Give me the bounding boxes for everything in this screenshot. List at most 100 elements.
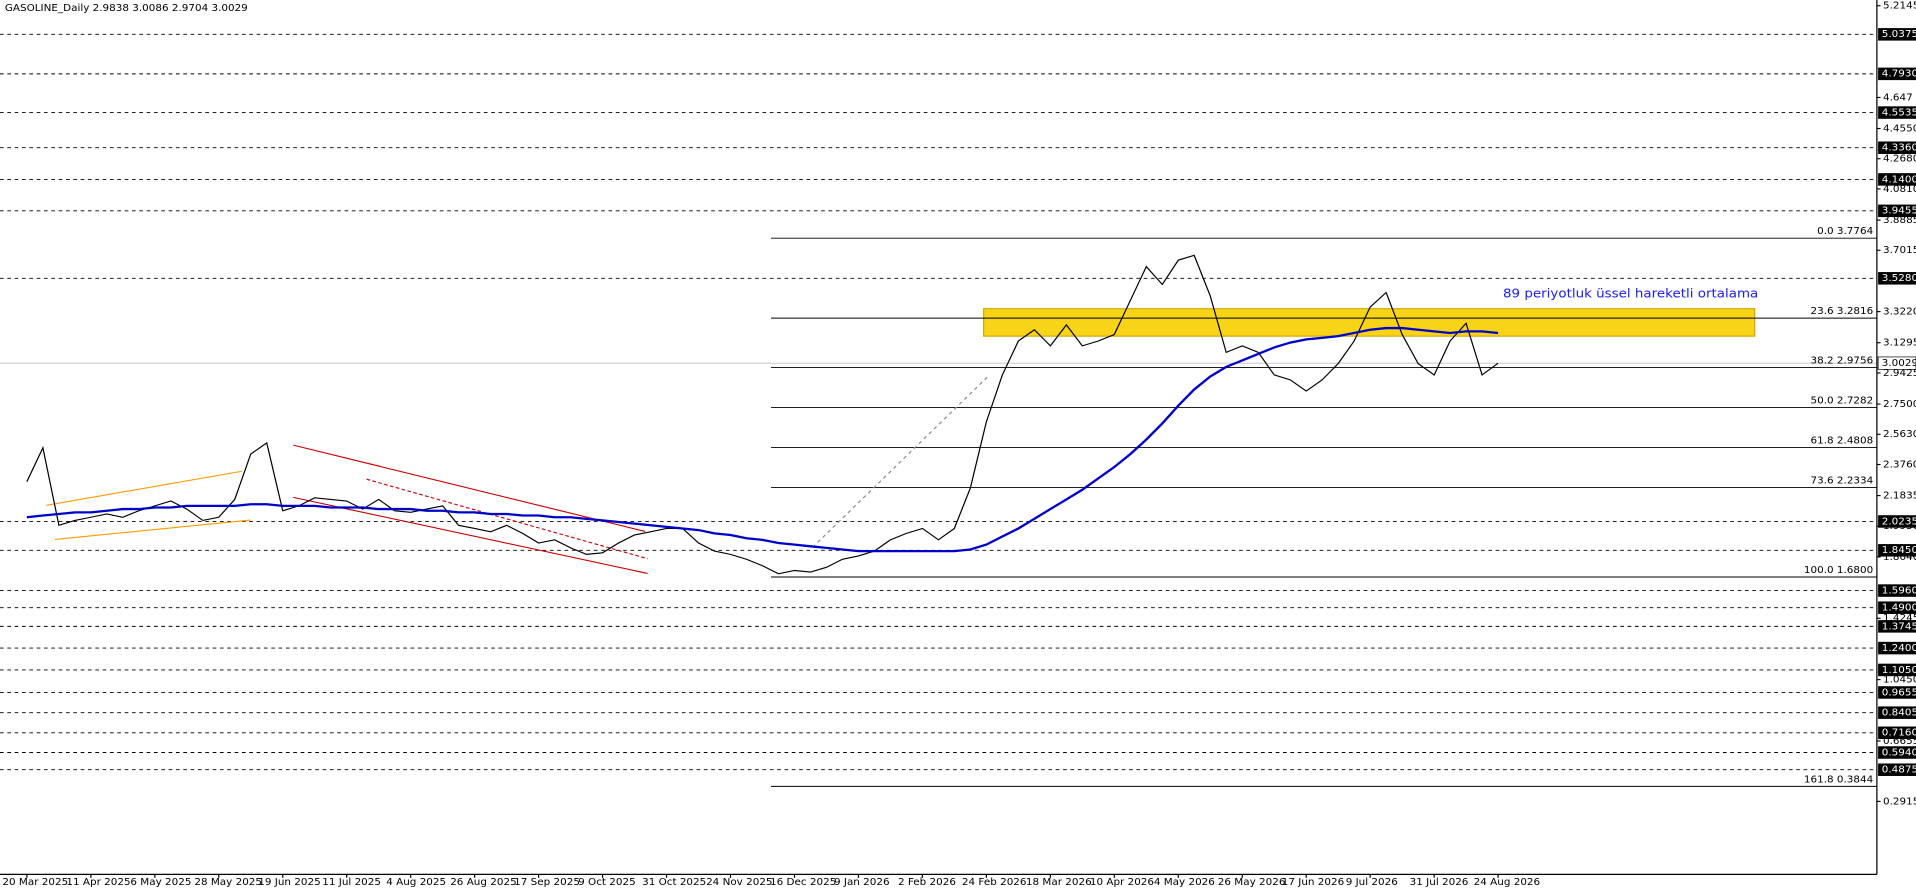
- current-price-box: [1877, 356, 1916, 370]
- y-tick-label: 2.9425: [1883, 368, 1916, 379]
- level-label-box: [1878, 272, 1916, 285]
- x-tick-label: 18 Mar 2026: [1026, 878, 1092, 888]
- channel-line: [366, 478, 648, 560]
- ema-line: [26, 326, 1499, 553]
- x-tick-label: 26 Aug 2025: [450, 878, 516, 888]
- y-tick-label: 4.4550: [1883, 124, 1916, 135]
- level-label-box: [1878, 620, 1916, 633]
- x-tick-label: 19 Jun 2025: [258, 878, 320, 888]
- fib-label: 0.0 3.7764: [1817, 227, 1873, 238]
- x-tick-label: 9 Oct 2025: [578, 878, 636, 888]
- level-label: 0.8405: [1882, 708, 1916, 719]
- level-label-box: [1878, 544, 1916, 557]
- y-tick-label: 3.8885: [1883, 215, 1916, 226]
- fib-label: 23.6 3.2816: [1811, 307, 1874, 318]
- fib-label: 50.0 2.7282: [1811, 396, 1874, 407]
- x-tick-label: 17 Jun 2026: [1282, 878, 1344, 888]
- x-tick-label: 24 Feb 2026: [962, 878, 1027, 888]
- x-tick-label: 26 May 2026: [1218, 878, 1286, 888]
- level-label: 5.0375: [1882, 30, 1916, 41]
- chart-title: GASOLINE_Daily 2.9838 3.0086 2.9704 3.00…: [5, 3, 248, 14]
- y-tick-label: 4.0810: [1883, 184, 1916, 195]
- level-label-box: [1878, 584, 1916, 597]
- x-tick-label: 11 Jul 2025: [322, 878, 381, 888]
- fib-label: 38.2 2.9756: [1811, 356, 1874, 367]
- channels: [46, 374, 991, 575]
- x-tick-label: 20 Mar 2025: [2, 878, 68, 888]
- current-price-label: 3.0029: [1882, 358, 1916, 369]
- channel-line: [46, 470, 243, 506]
- x-tick-label: 4 May 2026: [1154, 878, 1215, 888]
- y-tick-label: 0.2915: [1883, 797, 1916, 808]
- level-label-box: [1878, 663, 1916, 677]
- level-label-box: [1878, 601, 1916, 614]
- level-label: 4.5535: [1882, 108, 1916, 119]
- x-tick-label: 24 Nov 2025: [706, 878, 772, 888]
- level-label: 1.2400: [1882, 643, 1916, 654]
- y-tick-label: 0.6655: [1883, 736, 1916, 747]
- channel-line: [54, 519, 251, 540]
- level-label-box: [1878, 141, 1916, 154]
- channel-line: [293, 444, 646, 532]
- level-label: 3.9455: [1882, 206, 1916, 217]
- x-tick-label: 6 May 2025: [130, 878, 191, 888]
- x-tick-label: 31 Oct 2025: [642, 878, 706, 888]
- x-tick-label: 4 Aug 2025: [386, 878, 446, 888]
- y-tick-label: 2.3760: [1883, 460, 1916, 471]
- y-tick-label: 3.3220: [1883, 307, 1916, 318]
- level-label-box: [1878, 106, 1916, 119]
- level-label: 0.4875: [1882, 765, 1916, 776]
- fib-label: 73.6 2.2334: [1811, 476, 1874, 487]
- level-label-box: [1878, 746, 1916, 759]
- level-label: 4.1400: [1882, 175, 1916, 186]
- level-label: 1.8450: [1882, 546, 1916, 557]
- level-label-box: [1878, 706, 1916, 719]
- level-label: 1.4900: [1882, 603, 1916, 614]
- x-tick-label: 9 Jan 2026: [834, 878, 890, 888]
- trend-line: [812, 374, 991, 548]
- series-layer: [26, 254, 1499, 575]
- y-tick-label: 4.647: [1883, 93, 1913, 104]
- level-label: 3.5280: [1882, 273, 1916, 284]
- annotation: 89 periyotluk üssel hareketli ortalama: [1503, 287, 1758, 301]
- y-tick-label: 2.1835: [1883, 491, 1916, 502]
- x-tick-label: 17 Sep 2025: [514, 878, 580, 888]
- level-label-box: [1878, 28, 1916, 41]
- price-line: [26, 254, 1499, 575]
- level-label-box: [1878, 204, 1916, 218]
- y-tick-label: 1.4245: [1883, 613, 1916, 624]
- y-tick-label: 2.7500: [1883, 399, 1916, 410]
- y-tick-label: 2.5630: [1883, 429, 1916, 440]
- level-label: 0.7160: [1882, 728, 1916, 739]
- x-tick-label: 16 Dec 2025: [770, 878, 836, 888]
- x-tick-label: 24 Aug 2026: [1474, 878, 1540, 888]
- y-tick-label: 3.1295: [1883, 338, 1916, 349]
- level-label-box: [1878, 515, 1916, 528]
- level-label: 0.5940: [1882, 748, 1916, 759]
- y-tick-label: 1.0450: [1883, 675, 1916, 686]
- zone-layer: [983, 308, 1756, 337]
- y-tick-label: 3.7015: [1883, 245, 1916, 256]
- y-tick-label: 4.2680: [1883, 154, 1916, 165]
- fib-label: 161.8 0.3844: [1804, 775, 1873, 786]
- y-tick-label: 1.8040: [1883, 552, 1916, 563]
- level-label: 4.3360: [1882, 143, 1916, 154]
- level-label-box: [1878, 726, 1916, 740]
- y-tick-label: 5.2145: [1883, 1, 1916, 12]
- level-label: 1.5960: [1882, 586, 1916, 597]
- level-label-box: [1878, 686, 1916, 699]
- x-tick-label: 2 Feb 2026: [898, 878, 956, 888]
- level-label-box: [1878, 763, 1916, 776]
- zone: [983, 308, 1756, 337]
- level-label-box: [1878, 173, 1916, 186]
- level-label: 4.7930: [1882, 69, 1916, 80]
- x-tick-label: 9 Jul 2026: [1346, 878, 1398, 888]
- channel-line: [293, 496, 648, 575]
- level-label-box: [1878, 67, 1916, 81]
- level-label: 0.9655: [1882, 688, 1916, 699]
- x-tick-label: 28 May 2025: [194, 878, 262, 888]
- level-label: 1.1050: [1882, 665, 1916, 676]
